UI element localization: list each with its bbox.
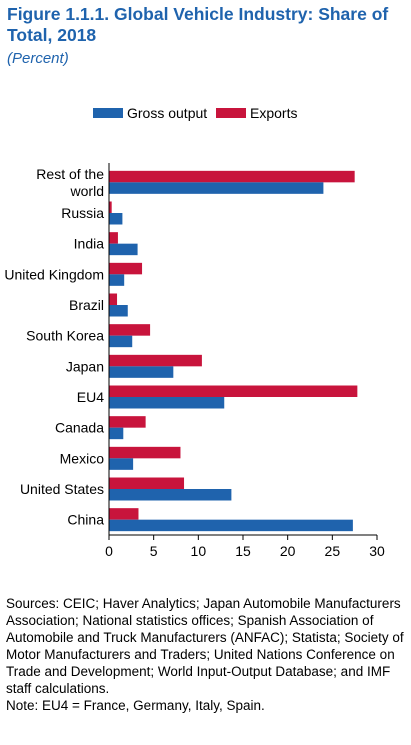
bar-gross-output-india (109, 243, 138, 256)
category-label-india: India (74, 236, 105, 252)
category-label-china: China (67, 512, 104, 528)
bar-gross-output-canada (109, 427, 124, 440)
bar-exports-russia (109, 201, 112, 213)
category-label-united-states: United States (20, 481, 104, 497)
x-tick-label-30: 30 (369, 543, 385, 559)
bar-exports-united-states (109, 477, 185, 489)
bar-exports-brazil (109, 293, 118, 305)
chart-subtitle: (Percent) (7, 50, 69, 67)
legend-swatch-gross-output (93, 108, 123, 118)
bar-exports-japan (109, 354, 202, 367)
legend-label-exports: Exports (250, 105, 297, 121)
x-tick-label-25: 25 (325, 543, 341, 559)
bar-exports-south-korea (109, 324, 151, 336)
x-tick-label-5: 5 (150, 543, 158, 559)
bar-gross-output-russia (109, 213, 123, 225)
sources-text: Sources: CEIC; Haver Analytics; Japan Au… (6, 596, 404, 696)
bar-gross-output-china (109, 519, 353, 532)
x-tick-label-20: 20 (280, 543, 296, 559)
category-label-russia: Russia (61, 205, 104, 221)
category-label-united-kingdom: United Kingdom (4, 266, 104, 282)
bar-gross-output-brazil (109, 305, 128, 317)
bar-gross-output-rest-of-the-world (109, 182, 324, 194)
category-label-south-korea: South Korea (26, 328, 104, 344)
bar-exports-united-kingdom (109, 262, 143, 275)
bar-exports-eu4 (109, 385, 358, 397)
x-tick-label-0: 0 (105, 543, 113, 559)
bar-gross-output-eu4 (109, 397, 225, 409)
bar-gross-output-mexico (109, 458, 134, 470)
x-tick-label-10: 10 (191, 543, 207, 559)
bar-gross-output-south-korea (109, 335, 133, 348)
bar-exports-china (109, 508, 139, 520)
bar-gross-output-japan (109, 366, 174, 378)
category-label-eu4: EU4 (77, 389, 104, 405)
bar-exports-rest-of-the-world (109, 170, 355, 183)
category-label-japan: Japan (66, 358, 104, 374)
note-text: Note: EU4 = France, Germany, Italy, Spai… (6, 698, 265, 713)
bar-exports-mexico (109, 446, 181, 459)
category-label-canada: Canada (55, 420, 104, 436)
chart-footer: Sources: CEIC; Haver Analytics; Japan Au… (6, 595, 406, 714)
category-label-mexico: Mexico (60, 450, 105, 466)
x-tick-label-15: 15 (235, 543, 251, 559)
legend-swatch-exports (216, 108, 246, 118)
category-label-brazil: Brazil (69, 297, 104, 313)
bar-exports-canada (109, 416, 146, 428)
chart-title: Figure 1.1.1. Global Vehicle Industry: S… (7, 4, 389, 45)
bar-gross-output-united-states (109, 489, 232, 501)
bar-exports-india (109, 232, 118, 244)
bar-chart: Gross output Exports Rest of the world Russi… (4, 105, 385, 559)
legend-label-gross-output: Gross output (127, 105, 207, 121)
category-label-rest-of-the-world: Rest of the world (36, 166, 104, 199)
bar-gross-output-united-kingdom (109, 274, 125, 286)
